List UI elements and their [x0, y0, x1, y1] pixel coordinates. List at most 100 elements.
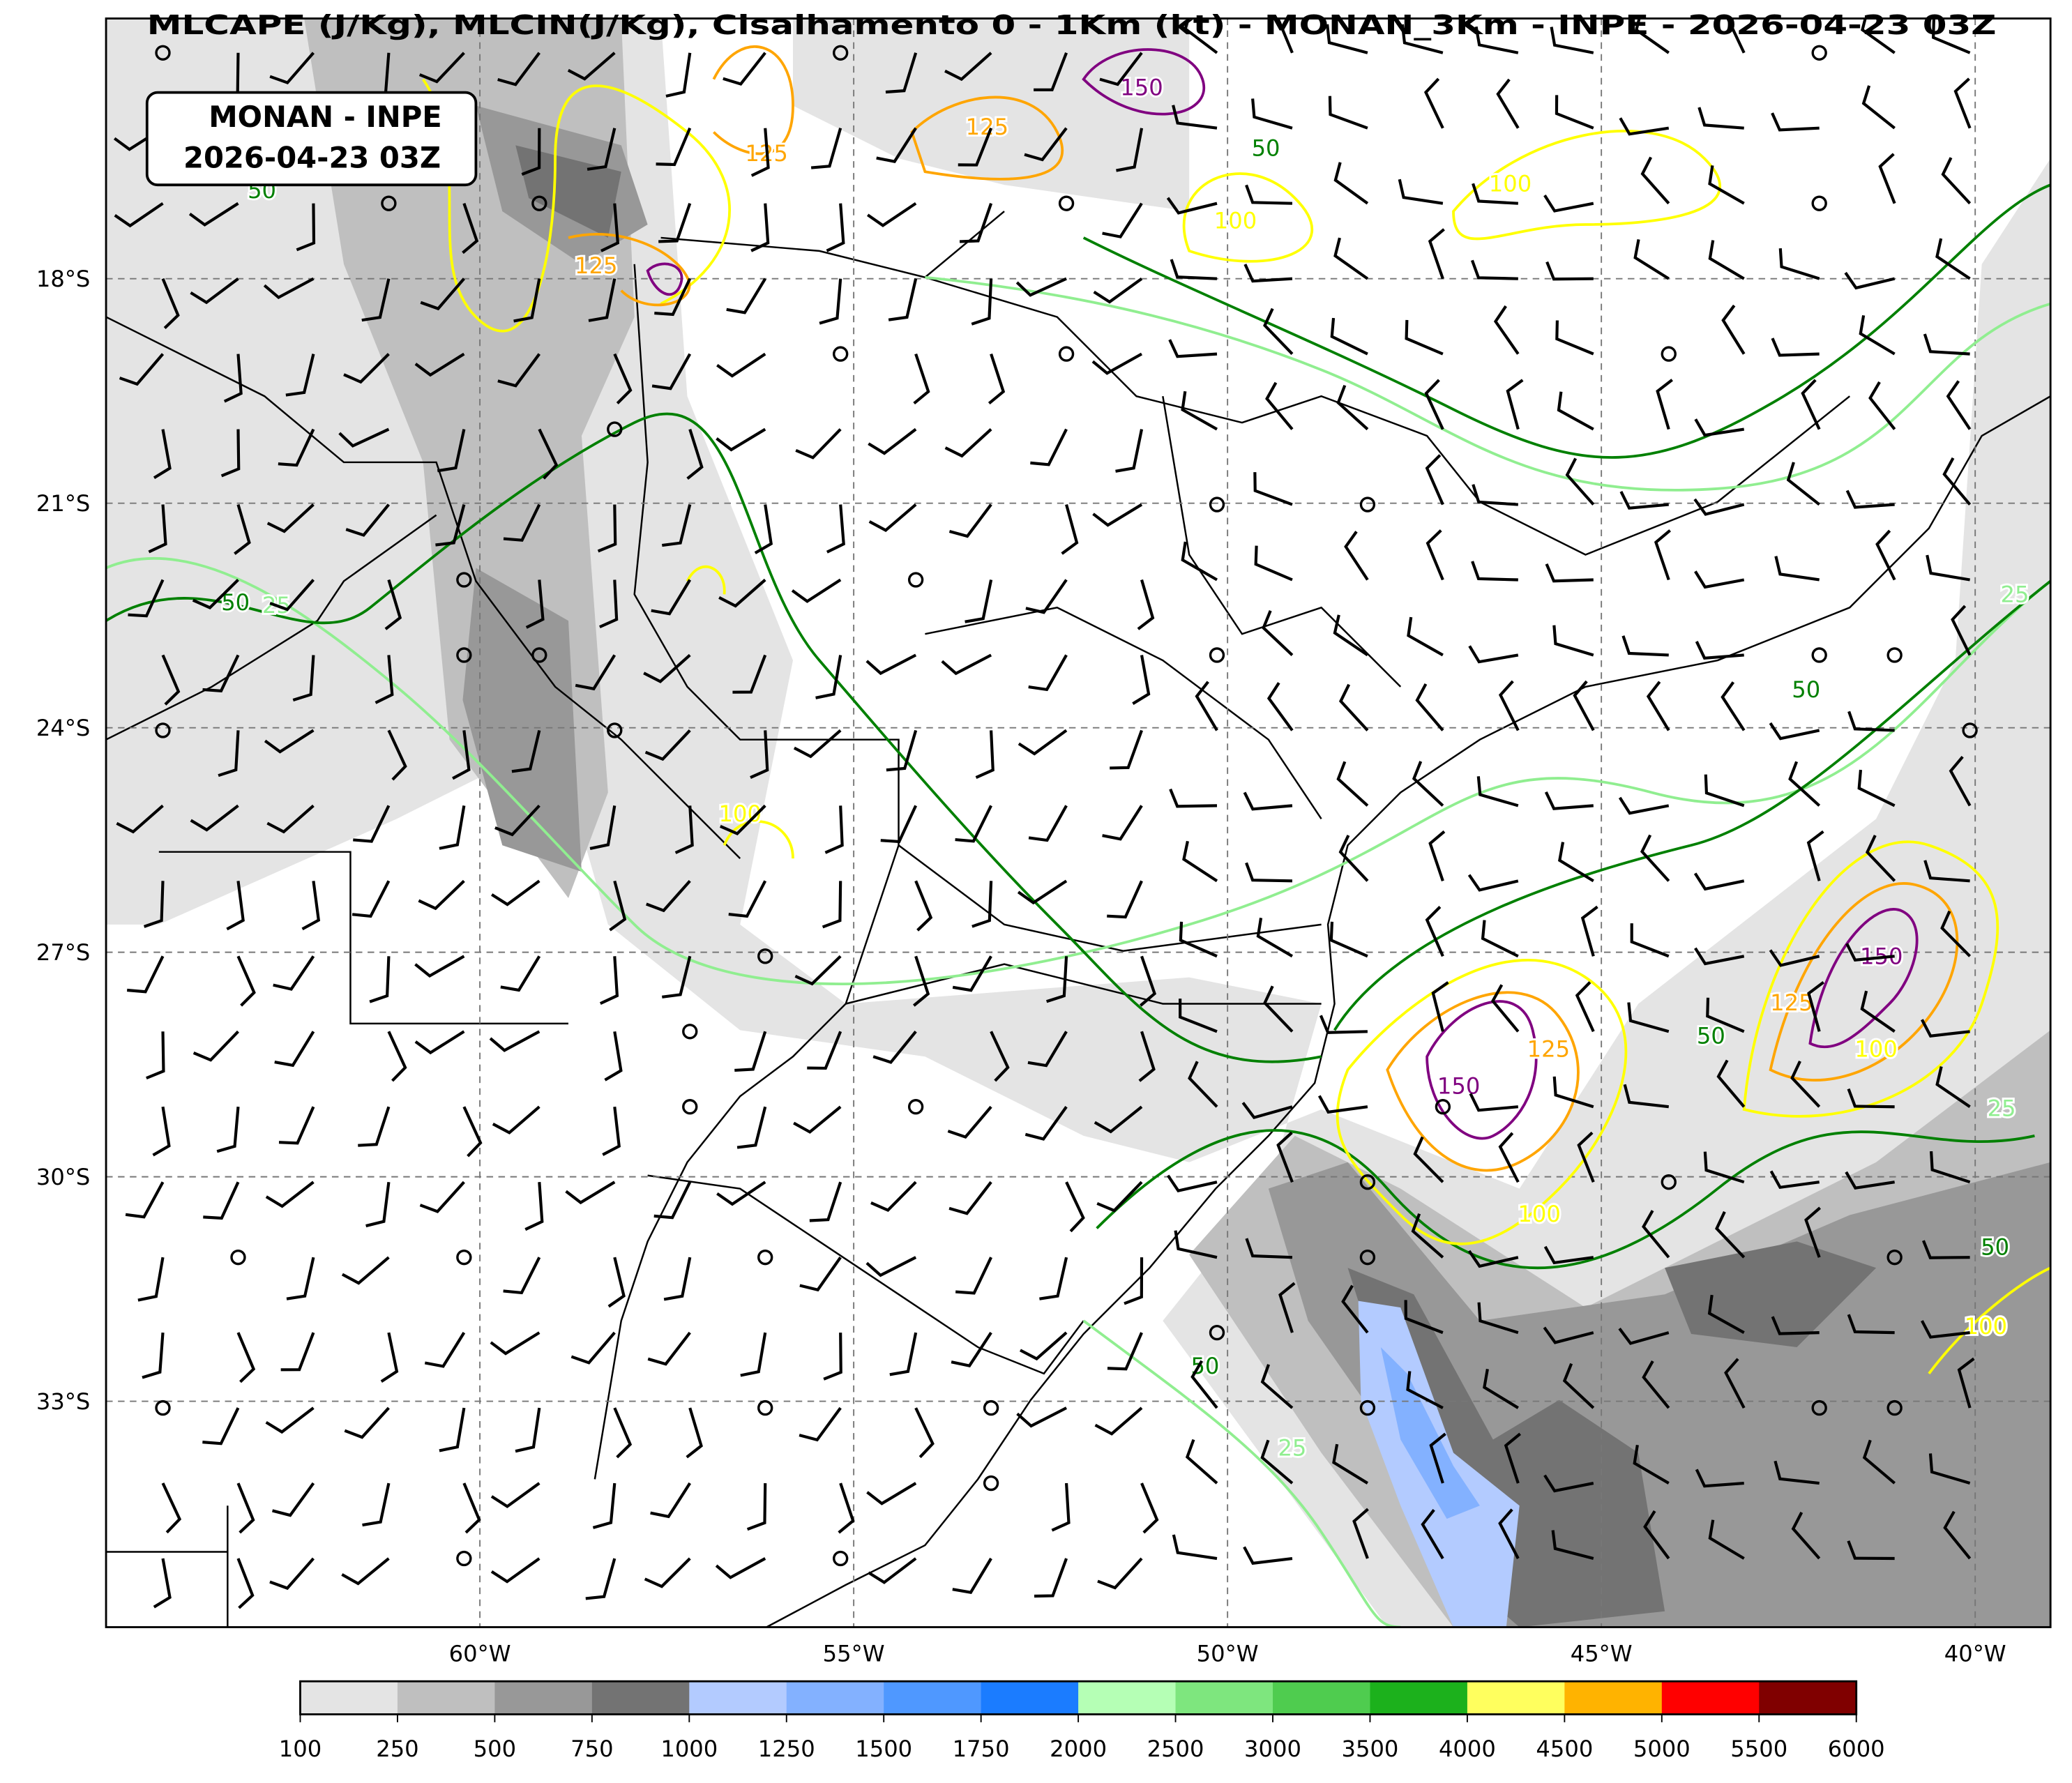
calm-wind-marker: [1811, 195, 1827, 211]
wind-barb: [1504, 1432, 1522, 1484]
wind-barb: [1243, 264, 1293, 283]
colorbar-swatch: [1370, 1681, 1468, 1715]
wind-barb: [1024, 1106, 1068, 1141]
annotation-line-1: MONAN - INPE: [209, 100, 441, 134]
wind-barb: [1245, 1238, 1293, 1259]
wind-barb: [1174, 1230, 1218, 1259]
wind-barb: [1179, 921, 1218, 958]
wind-barb: [380, 1332, 399, 1383]
wind-barb: [489, 1030, 540, 1052]
wind-barb: [203, 1181, 240, 1220]
contour-line: [712, 45, 794, 155]
wind-barb: [653, 1181, 692, 1220]
colorbar-tick-label: 1750: [953, 1736, 1010, 1762]
wind-barb: [719, 804, 766, 836]
border-line: [1162, 396, 1402, 688]
wind-barb: [1276, 18, 1294, 54]
wind-barb: [865, 653, 917, 676]
wind-barb: [1801, 379, 1821, 430]
wind-barb: [889, 1332, 918, 1376]
wind-barb: [263, 277, 315, 300]
wind-barb: [125, 1181, 165, 1219]
calm-wind-marker: [682, 1024, 698, 1040]
wind-barb: [153, 1558, 172, 1609]
wind-barb: [650, 1482, 692, 1519]
wind-barb: [1721, 681, 1746, 731]
wind-barb: [1265, 381, 1294, 430]
colorbar-swatch: [786, 1681, 885, 1715]
wind-barb: [220, 429, 241, 478]
wind-barb: [809, 1181, 842, 1222]
wind-barb: [452, 730, 471, 780]
wind-barb: [1627, 1002, 1670, 1033]
contour-label: 100: [1518, 1201, 1560, 1227]
colorbar-swatch: [1564, 1681, 1663, 1715]
wind-barb: [794, 955, 842, 986]
border-line: [106, 514, 437, 741]
wind-barb: [119, 353, 165, 386]
wind-barb: [296, 203, 316, 252]
wind-barb: [1256, 918, 1294, 958]
wind-barb: [1046, 956, 1068, 1003]
wind-barb: [971, 881, 993, 928]
wind-barb: [1845, 490, 1895, 509]
wind-barb: [716, 352, 766, 378]
wind-barb: [1708, 1519, 1745, 1560]
wind-barb: [114, 202, 164, 228]
wind-barb: [732, 654, 767, 694]
wind-barb: [958, 127, 993, 167]
wind-barb: [662, 955, 692, 999]
wind-barb: [656, 127, 692, 167]
calm-wind-marker: [983, 1399, 999, 1416]
longitude-tick-labels: 60°W 55°W 50°W 45°W 40°W: [449, 1641, 2006, 1667]
wind-barb: [269, 52, 315, 85]
calm-wind-marker: [381, 195, 397, 211]
colorbar-swatch: [494, 1681, 593, 1715]
wind-barb: [1935, 1065, 1971, 1108]
wind-barb: [1708, 165, 1745, 205]
wind-barb: [216, 1107, 240, 1153]
wind-barb: [503, 503, 541, 542]
wind-barb: [1791, 1511, 1821, 1560]
contour-line: [422, 78, 731, 333]
wind-barb: [1786, 462, 1820, 506]
wind-barb: [867, 202, 917, 227]
wind-barb: [1878, 153, 1896, 204]
wind-barb: [1774, 556, 1820, 582]
colorbar-swatch: [981, 1681, 1080, 1715]
wind-barb: [1847, 1088, 1895, 1109]
wind-barb: [728, 880, 767, 918]
wind-barb: [1771, 337, 1820, 357]
wind-barb: [1260, 1439, 1294, 1485]
wind-barb: [424, 1332, 466, 1368]
wind-barb: [1476, 776, 1519, 807]
wind-barb: [823, 1333, 842, 1381]
wind-barb: [1633, 1444, 1670, 1485]
wind-barb: [142, 1332, 165, 1379]
wind-barb: [1844, 271, 1896, 290]
wind-barb: [826, 504, 845, 554]
wind-barb: [1790, 1060, 1821, 1108]
contour-line: [106, 412, 1322, 1063]
wind-barb: [515, 1407, 541, 1453]
contour-label: 25: [1278, 1434, 1306, 1461]
wind-barb: [1185, 1439, 1218, 1485]
border-line: [647, 1174, 1084, 1375]
calm-wind-marker: [1661, 346, 1677, 362]
wind-barb: [1260, 1364, 1294, 1409]
wind-barb: [1110, 729, 1143, 770]
wind-barb: [525, 579, 545, 629]
wind-barb: [1928, 1453, 1971, 1485]
wind-barb: [1245, 184, 1292, 205]
wind-barb: [1704, 774, 1745, 807]
wind-barb: [146, 1031, 165, 1080]
wind-barb: [1859, 314, 1896, 356]
wind-barb: [1278, 1282, 1296, 1333]
wind-barb: [1039, 1257, 1068, 1300]
wind-barb: [965, 579, 993, 623]
wind-barb: [1498, 680, 1520, 731]
wind-barb: [1860, 990, 1896, 1033]
wind-barb: [1338, 835, 1369, 882]
wind-barb: [1472, 484, 1518, 506]
wind-barb: [351, 880, 391, 918]
